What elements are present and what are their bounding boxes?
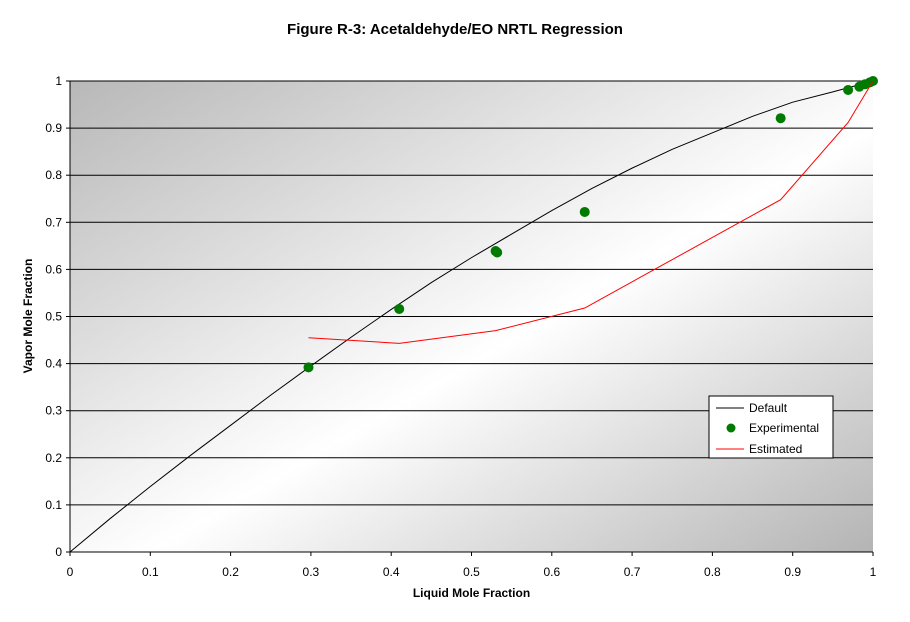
y-tick-label: 0.1: [45, 498, 62, 512]
data-point-experimental: [492, 247, 503, 258]
chart-title: Figure R-3: Acetaldehyde/EO NRTL Regress…: [287, 21, 623, 38]
y-tick-label: 0.6: [45, 262, 62, 276]
y-tick-label: 1: [55, 74, 62, 88]
legend-label-estimated: Estimated: [749, 442, 802, 456]
y-tick-label: 0.4: [45, 357, 62, 371]
y-tick-label: 0: [55, 545, 62, 559]
series-group: [69, 76, 878, 553]
data-point-experimental: [303, 362, 314, 373]
axes: 0 0.1 0.2 0.3 0.4 0.5 0.6 0.7 0.8 0.9 1 0 0.1 0.2 0.3 0…: [45, 74, 876, 579]
x-tick-label: 0.5: [463, 565, 480, 579]
series-line-default: [69, 80, 874, 553]
y-tick-label: 0.9: [45, 121, 62, 135]
x-tick-label: 0.8: [704, 565, 721, 579]
x-tick-label: 0.7: [624, 565, 641, 579]
data-point-experimental: [579, 206, 590, 217]
x-tick-label: 0.9: [784, 565, 801, 579]
data-point-experimental: [394, 303, 405, 314]
legend: Default Experimental Estimated: [708, 395, 834, 459]
y-tick-label: 0.7: [45, 215, 62, 229]
x-tick-label: 0.2: [222, 565, 239, 579]
y-tick-label: 0.2: [45, 451, 62, 465]
legend-label-default: Default: [749, 401, 788, 415]
legend-marker-experimental: [726, 423, 736, 433]
x-tick-label: 1: [870, 565, 877, 579]
y-tick-label: 0.3: [45, 404, 62, 418]
series-line-estimated: [308, 80, 874, 344]
x-tick-label: 0.6: [543, 565, 560, 579]
x-tick-label: 0: [67, 565, 74, 579]
data-point-experimental: [843, 84, 854, 95]
x-tick-label: 0.1: [142, 565, 159, 579]
x-axis-title: Liquid Mole Fraction: [412, 586, 531, 600]
y-tick-label: 0.8: [45, 168, 62, 182]
legend-label-experimental: Experimental: [749, 421, 819, 435]
x-tick-label: 0.3: [303, 565, 320, 579]
data-point-experimental: [775, 113, 786, 124]
y-tick-label: 0.5: [45, 310, 62, 324]
x-tick-label: 0.4: [383, 565, 400, 579]
